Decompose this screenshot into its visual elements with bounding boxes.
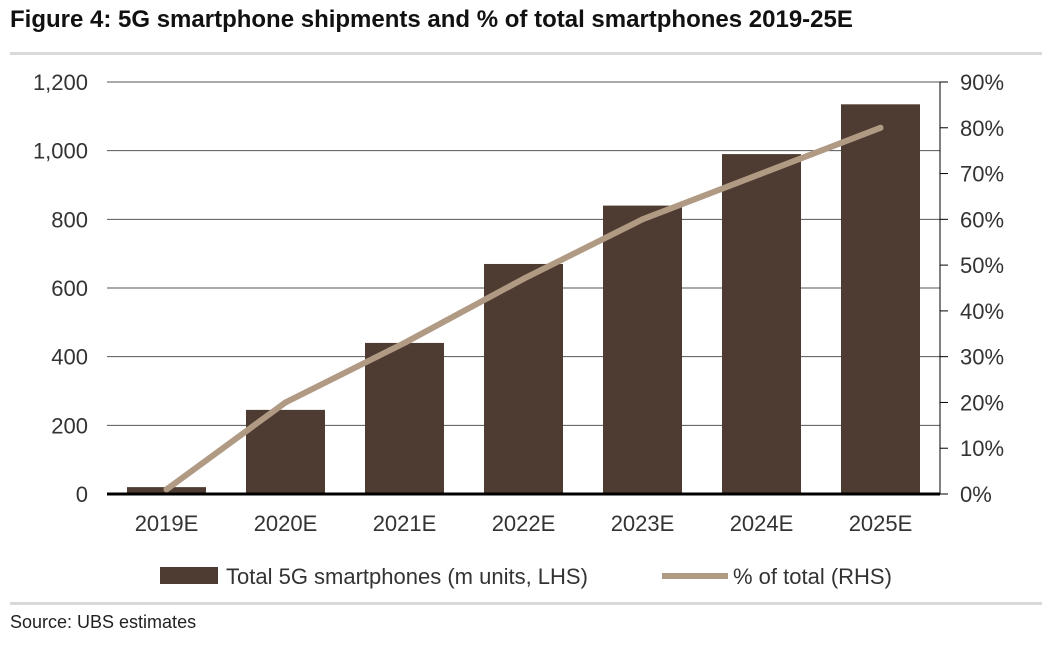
legend-label-bars: Total 5G smartphones (m units, LHS) [226, 564, 588, 589]
combo-chart: 0 200 400 600 800 1,000 1,200 0% 10% 20% 30% 40% 50%… [33, 70, 1004, 589]
y2-tick-label: 80% [960, 116, 1004, 141]
y2-tick-label: 70% [960, 162, 1004, 187]
y2-tick-label: 90% [960, 70, 1004, 95]
x-tick-label: 2019E [135, 511, 199, 536]
y-tick-label: 200 [51, 413, 88, 438]
y2-tick-label: 50% [960, 253, 1004, 278]
bottom-rule [10, 602, 1042, 605]
y-tick-label: 400 [51, 345, 88, 370]
chart-title: Figure 4: 5G smartphone shipments and % … [10, 6, 853, 33]
x-tick-label: 2021E [373, 511, 437, 536]
percent-point [163, 486, 170, 493]
percent-point [520, 275, 527, 282]
y2-tick-label: 30% [960, 345, 1004, 370]
y-tick-label: 1,200 [33, 70, 88, 95]
x-tick-label: 2024E [730, 511, 794, 536]
percent-point [401, 339, 408, 346]
y-tick-label: 600 [51, 276, 88, 301]
bar [722, 154, 801, 494]
legend-label-line: % of total (RHS) [733, 564, 892, 589]
top-rule [10, 52, 1042, 55]
bar [841, 104, 920, 495]
x-tick-label: 2023E [611, 511, 675, 536]
bar [603, 205, 682, 494]
percent-point [758, 170, 765, 177]
legend-swatch-bars [160, 567, 218, 584]
y2-tick-label: 10% [960, 436, 1004, 461]
y2-tick-label: 0% [960, 482, 992, 507]
percent-point [282, 399, 289, 406]
percent-point [877, 124, 884, 131]
x-tick-label: 2020E [254, 511, 318, 536]
bar [484, 263, 563, 494]
percent-point [639, 216, 646, 223]
y-tick-label: 1,000 [33, 139, 88, 164]
y2-tick-label: 20% [960, 390, 1004, 415]
y-tick-label: 0 [76, 482, 88, 507]
source-note: Source: UBS estimates [10, 612, 197, 632]
bar [365, 342, 444, 494]
y2-tick-label: 40% [960, 299, 1004, 324]
x-tick-label: 2025E [849, 511, 913, 536]
y-tick-label: 800 [51, 207, 88, 232]
y2-tick-label: 60% [960, 207, 1004, 232]
x-tick-label: 2022E [492, 511, 556, 536]
